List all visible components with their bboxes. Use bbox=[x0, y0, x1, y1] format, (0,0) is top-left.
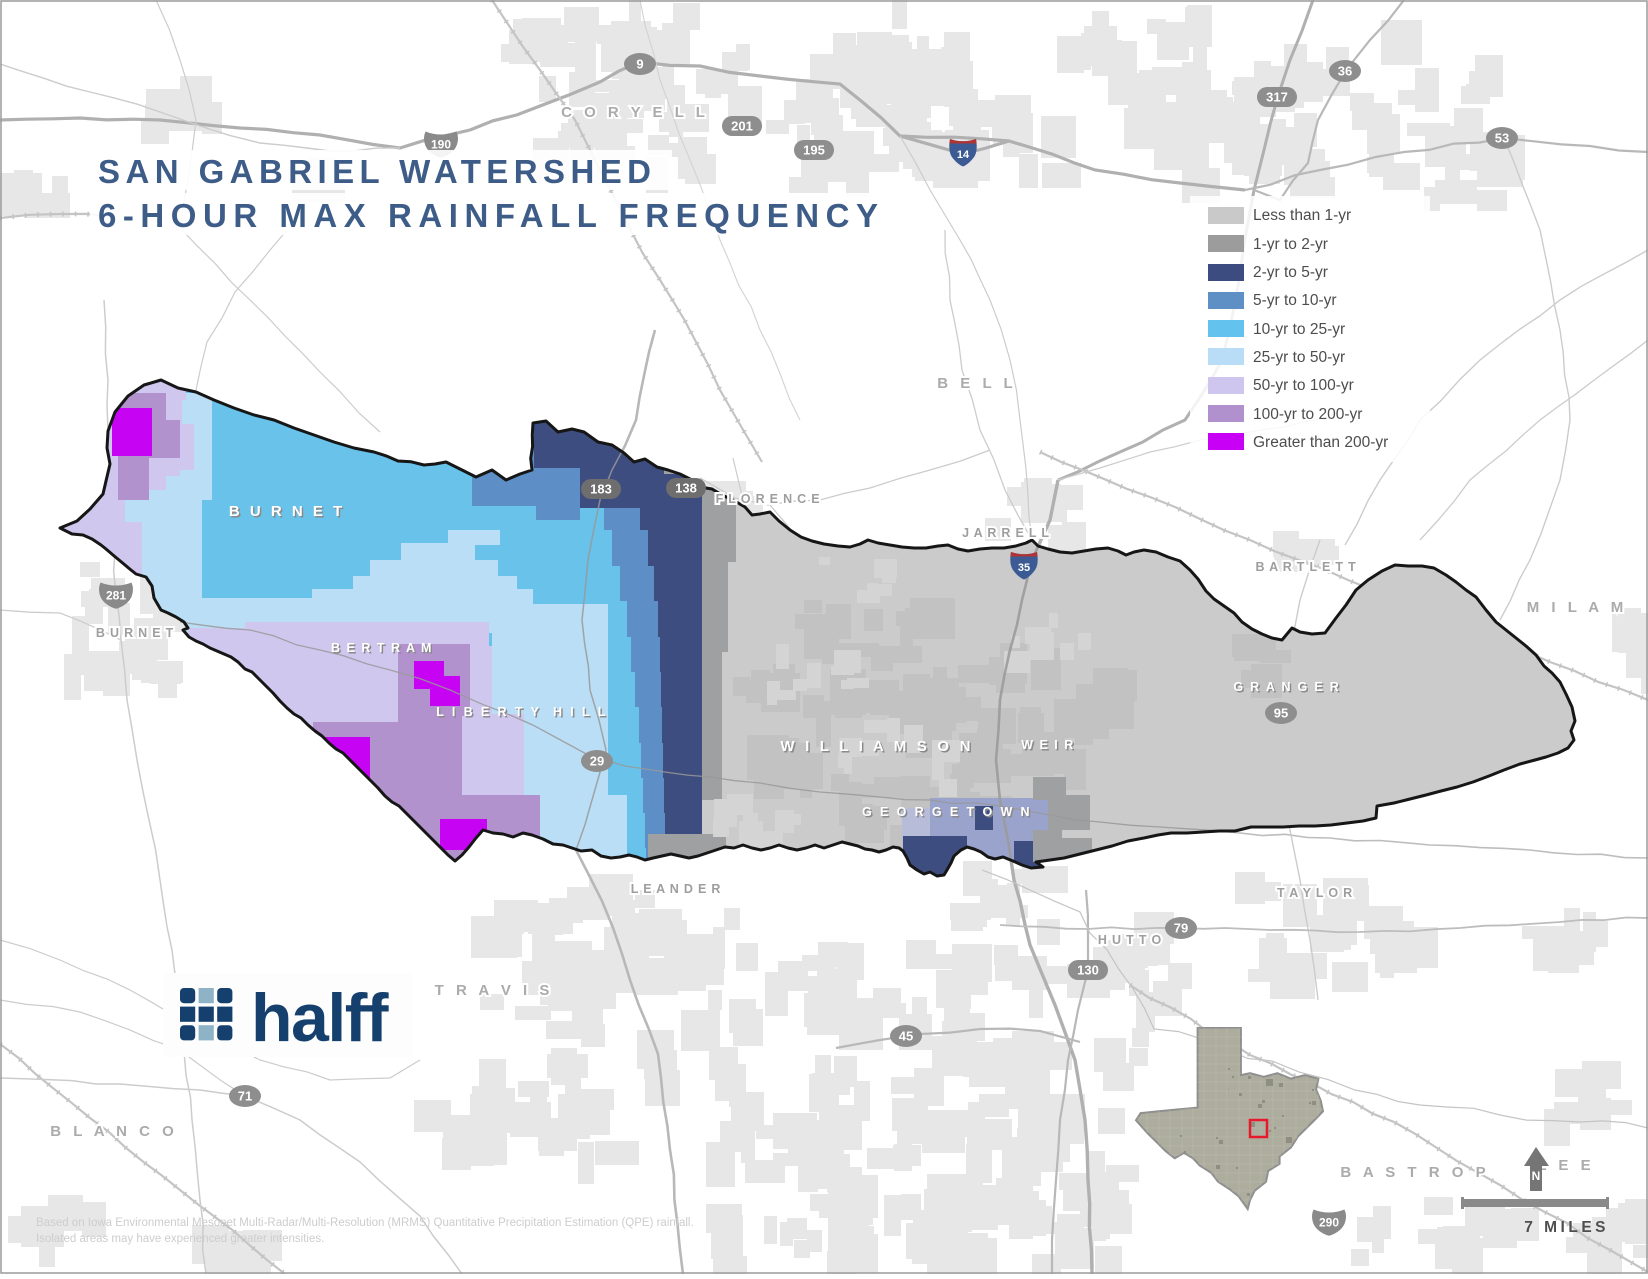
svg-text:L E E: L E E bbox=[1537, 1157, 1594, 1174]
svg-text:B E R T R A M: B E R T R A M bbox=[333, 643, 435, 657]
svg-text:C O R Y E L L: C O R Y E L L bbox=[561, 104, 709, 121]
svg-text:G E O R G E T O W N: G E O R G E T O W N bbox=[864, 807, 1034, 821]
svg-text:5-yr to 10-yr: 5-yr to 10-yr bbox=[1253, 292, 1337, 309]
svg-text:79: 79 bbox=[1174, 921, 1188, 936]
svg-text:53: 53 bbox=[1495, 131, 1509, 146]
svg-text:25-yr to 50-yr: 25-yr to 50-yr bbox=[1253, 349, 1345, 366]
svg-text:B U R N E T: B U R N E T bbox=[230, 505, 346, 522]
svg-text:W I L L I A M S O N: W I L L I A M S O N bbox=[780, 738, 973, 755]
svg-text:Based on Iowa Environmental Me: Based on Iowa Environmental Mesonet Mult… bbox=[36, 1217, 694, 1229]
svg-text:317: 317 bbox=[1266, 90, 1288, 105]
svg-text:N: N bbox=[1532, 1169, 1541, 1183]
svg-text:183: 183 bbox=[590, 482, 612, 497]
svg-text:130: 130 bbox=[1077, 963, 1099, 978]
svg-text:T A Y L O R: T A Y L O R bbox=[1277, 886, 1353, 900]
svg-text:6-HOUR MAX RAINFALL FREQUENCY: 6-HOUR MAX RAINFALL FREQUENCY bbox=[98, 197, 885, 234]
svg-text:100-yr to 200-yr: 100-yr to 200-yr bbox=[1253, 406, 1362, 423]
svg-text:201: 201 bbox=[731, 119, 753, 134]
svg-text:F L O R E N C E: F L O R E N C E bbox=[716, 492, 821, 506]
svg-text:10-yr to 25-yr: 10-yr to 25-yr bbox=[1253, 321, 1345, 338]
svg-text:Less than 1-yr: Less than 1-yr bbox=[1253, 207, 1351, 224]
svg-text:138: 138 bbox=[675, 481, 697, 496]
svg-text:T R A V I S: T R A V I S bbox=[435, 982, 554, 999]
svg-text:J A R R E L L: J A R R E L L bbox=[962, 526, 1050, 540]
svg-text:G R A N G E R: G R A N G E R bbox=[1233, 680, 1340, 694]
svg-text:2-yr to 5-yr: 2-yr to 5-yr bbox=[1253, 264, 1328, 281]
svg-text:B A R T L E T T: B A R T L E T T bbox=[1255, 560, 1356, 574]
svg-text:B U R N E T: B U R N E T bbox=[229, 503, 345, 520]
svg-text:G E O R G E T O W N: G E O R G E T O W N bbox=[862, 805, 1032, 819]
svg-text:W E I R: W E I R bbox=[1021, 738, 1075, 752]
svg-text:T R A V I S: T R A V I S bbox=[435, 982, 554, 999]
svg-text:190: 190 bbox=[431, 138, 451, 152]
svg-text:35: 35 bbox=[1018, 562, 1030, 574]
svg-text:L E A N D E R: L E A N D E R bbox=[631, 882, 722, 896]
svg-text:C O R Y E L L: C O R Y E L L bbox=[561, 104, 709, 121]
svg-text:L I B E R T Y H I L L: L I B E R T Y H I L L bbox=[436, 705, 608, 719]
svg-text:W I L L I A M S O N: W I L L I A M S O N bbox=[782, 740, 975, 757]
svg-text:H U T T O: H U T T O bbox=[1098, 933, 1162, 947]
svg-text:36: 36 bbox=[1338, 64, 1352, 79]
svg-text:Greater than 200-yr: Greater than 200-yr bbox=[1253, 434, 1388, 451]
svg-text:290: 290 bbox=[1319, 1216, 1339, 1230]
svg-text:J A R R E L L: J A R R E L L bbox=[962, 526, 1050, 540]
svg-text:B A S T R O P: B A S T R O P bbox=[1340, 1164, 1489, 1181]
svg-text:W E I R: W E I R bbox=[1023, 740, 1077, 754]
svg-text:50-yr to 100-yr: 50-yr to 100-yr bbox=[1253, 377, 1354, 394]
svg-text:B U R N E T: B U R N E T bbox=[96, 626, 174, 640]
svg-text:G R A N G E R: G R A N G E R bbox=[1235, 682, 1342, 696]
svg-text:281: 281 bbox=[106, 589, 126, 603]
svg-text:M I L A M: M I L A M bbox=[1527, 599, 1627, 616]
svg-text:Isolated areas may have experi: Isolated areas may have experienced grea… bbox=[36, 1233, 324, 1245]
svg-text:B A R T L E T T: B A R T L E T T bbox=[1255, 560, 1356, 574]
svg-text:M I L A M: M I L A M bbox=[1527, 599, 1627, 616]
svg-text:L E A N D E R: L E A N D E R bbox=[631, 882, 722, 896]
svg-text:14: 14 bbox=[957, 149, 970, 161]
svg-text:SAN GABRIEL WATERSHED: SAN GABRIEL WATERSHED bbox=[98, 153, 658, 190]
svg-text:71: 71 bbox=[238, 1089, 252, 1104]
svg-text:B A S T R O P: B A S T R O P bbox=[1340, 1164, 1489, 1181]
svg-text:T A Y L O R: T A Y L O R bbox=[1277, 886, 1353, 900]
svg-text:halff: halff bbox=[251, 980, 389, 1056]
svg-text:B E L L: B E L L bbox=[937, 375, 1016, 392]
svg-text:B U R N E T: B U R N E T bbox=[96, 626, 174, 640]
svg-text:7 MILES: 7 MILES bbox=[1524, 1219, 1609, 1236]
svg-text:F L O R E N C E: F L O R E N C E bbox=[716, 492, 821, 506]
svg-text:45: 45 bbox=[899, 1029, 913, 1044]
svg-text:B E L L: B E L L bbox=[937, 375, 1016, 392]
svg-text:H U T T O: H U T T O bbox=[1098, 933, 1162, 947]
svg-text:1-yr to 2-yr: 1-yr to 2-yr bbox=[1253, 236, 1328, 253]
svg-text:195: 195 bbox=[803, 143, 825, 158]
svg-text:L E E: L E E bbox=[1537, 1157, 1594, 1174]
svg-text:95: 95 bbox=[1274, 706, 1288, 721]
svg-text:B L A N C O: B L A N C O bbox=[50, 1123, 178, 1140]
svg-text:29: 29 bbox=[590, 754, 604, 769]
svg-text:B L A N C O: B L A N C O bbox=[50, 1123, 178, 1140]
svg-text:B E R T R A M: B E R T R A M bbox=[331, 641, 433, 655]
svg-text:L I B E R T Y H I L L: L I B E R T Y H I L L bbox=[438, 707, 610, 721]
svg-text:9: 9 bbox=[636, 57, 643, 72]
